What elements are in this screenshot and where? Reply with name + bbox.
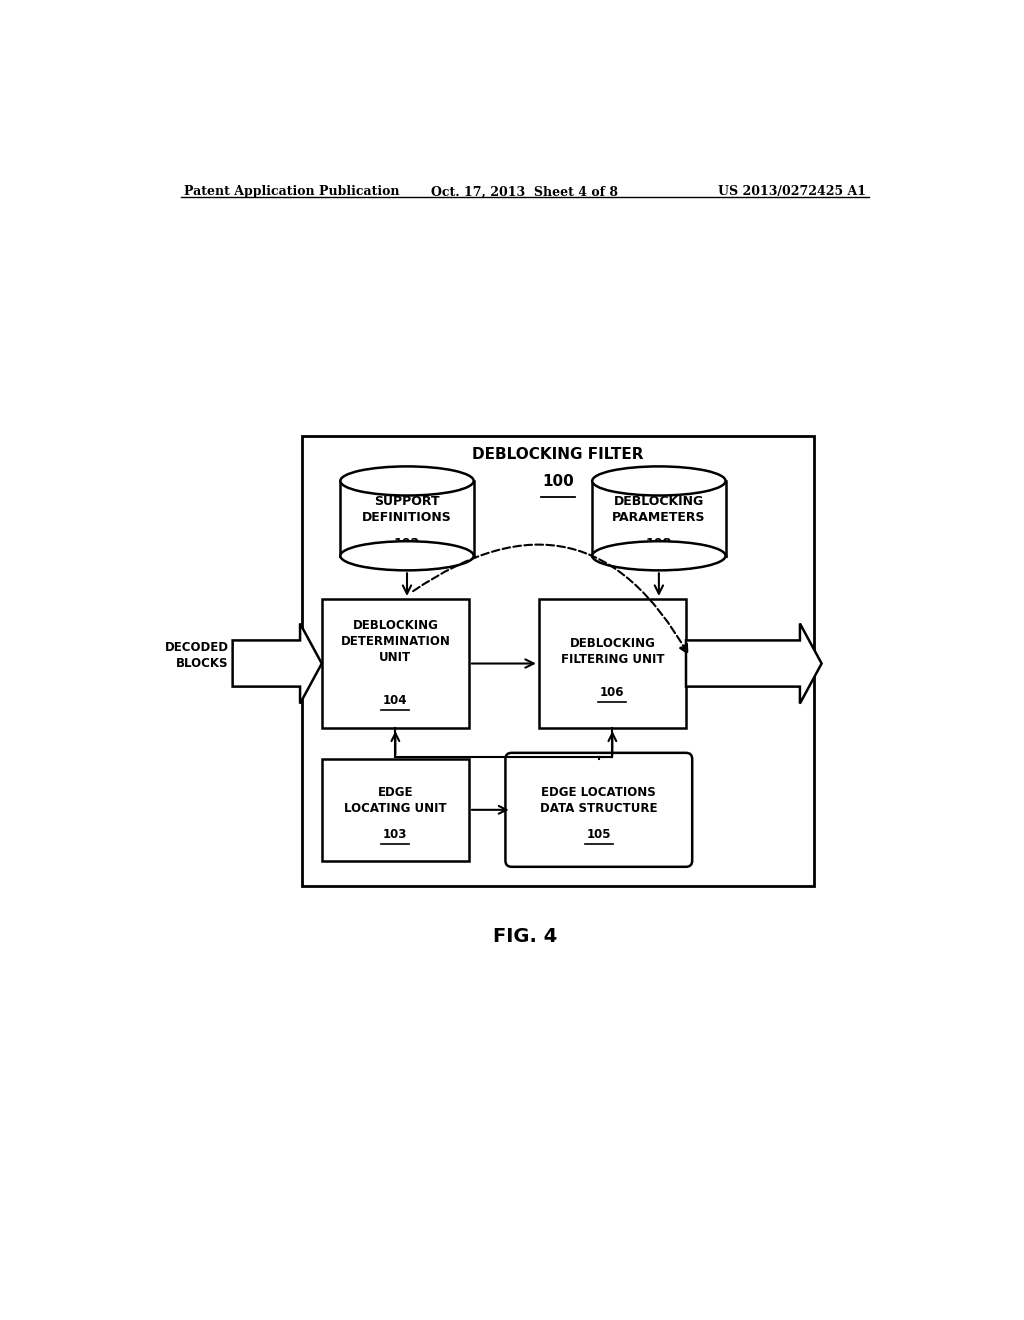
FancyBboxPatch shape bbox=[539, 599, 686, 729]
Text: 105: 105 bbox=[587, 828, 611, 841]
Polygon shape bbox=[686, 623, 821, 704]
FancyBboxPatch shape bbox=[322, 599, 469, 729]
FancyBboxPatch shape bbox=[506, 752, 692, 867]
Text: 102: 102 bbox=[394, 536, 420, 549]
Text: DEBLOCKING FILTER: DEBLOCKING FILTER bbox=[472, 447, 644, 462]
Text: 100: 100 bbox=[543, 474, 574, 490]
Text: DEBLOCKING
PARAMETERS: DEBLOCKING PARAMETERS bbox=[612, 495, 706, 524]
Text: DECODED
BLOCKS: DECODED BLOCKS bbox=[165, 642, 228, 671]
FancyBboxPatch shape bbox=[322, 759, 469, 861]
Text: 104: 104 bbox=[383, 694, 408, 708]
FancyBboxPatch shape bbox=[302, 436, 814, 886]
Text: 108: 108 bbox=[646, 536, 672, 549]
Text: FIG. 4: FIG. 4 bbox=[493, 927, 557, 945]
Ellipse shape bbox=[340, 466, 474, 495]
Text: Oct. 17, 2013  Sheet 4 of 8: Oct. 17, 2013 Sheet 4 of 8 bbox=[431, 185, 618, 198]
Polygon shape bbox=[592, 480, 726, 556]
Text: EDGE LOCATIONS
DATA STRUCTURE: EDGE LOCATIONS DATA STRUCTURE bbox=[540, 787, 657, 814]
Text: Patent Application Publication: Patent Application Publication bbox=[183, 185, 399, 198]
Polygon shape bbox=[340, 480, 474, 556]
Text: EDGE
LOCATING UNIT: EDGE LOCATING UNIT bbox=[344, 787, 446, 814]
Text: DEBLOCKING
DETERMINATION
UNIT: DEBLOCKING DETERMINATION UNIT bbox=[340, 619, 451, 664]
Text: 106: 106 bbox=[600, 686, 625, 700]
Text: 103: 103 bbox=[383, 828, 408, 841]
Text: DEBLOCKING
FILTERING UNIT: DEBLOCKING FILTERING UNIT bbox=[560, 638, 665, 667]
Ellipse shape bbox=[592, 541, 726, 570]
Ellipse shape bbox=[592, 466, 726, 495]
Ellipse shape bbox=[340, 541, 474, 570]
Polygon shape bbox=[232, 623, 322, 704]
Text: US 2013/0272425 A1: US 2013/0272425 A1 bbox=[718, 185, 866, 198]
Text: SUPPORT
DEFINITIONS: SUPPORT DEFINITIONS bbox=[362, 495, 452, 524]
FancyArrowPatch shape bbox=[413, 545, 687, 653]
